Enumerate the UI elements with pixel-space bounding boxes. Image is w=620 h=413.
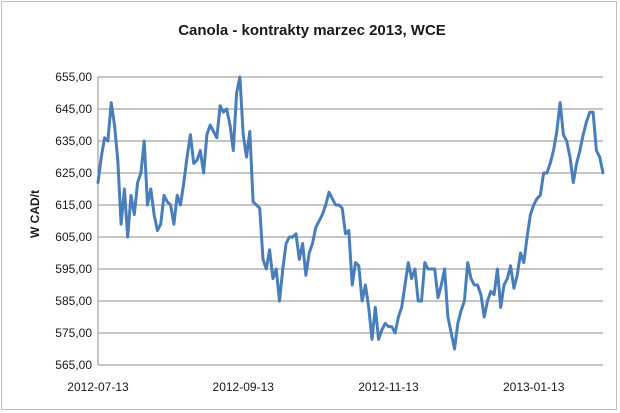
- series-layer: [96, 75, 605, 351]
- y-tick-label: 655,00: [55, 70, 92, 84]
- y-tick-label: 565,00: [55, 358, 92, 372]
- y-tick-label: 595,00: [55, 262, 92, 276]
- chart-title: Canola - kontrakty marzec 2013, WCE: [178, 22, 446, 39]
- x-tick-labels: 2012-07-13 2012-09-13 2012-11-13 2013-01-13: [67, 380, 564, 394]
- y-tick-label: 585,00: [55, 294, 92, 308]
- y-tick-label: 605,00: [55, 230, 92, 244]
- x-tick-label: 2012-11-13: [358, 380, 419, 394]
- y-tick-labels: 565,00 575,00 585,00 595,00 605,00 615,00 625,…: [55, 70, 92, 372]
- x-tick-label: 2012-09-13: [213, 380, 275, 394]
- y-tick-label: 645,00: [55, 102, 92, 116]
- y-tick-label: 575,00: [55, 326, 92, 340]
- series-line: [96, 75, 605, 351]
- y-tick-label: 625,00: [55, 166, 92, 180]
- y-tick-label: 635,00: [55, 134, 92, 148]
- y-tick-label: 615,00: [55, 198, 92, 212]
- y-axis-label: W CAD/t: [28, 190, 42, 238]
- x-tick-label: 2012-07-13: [67, 380, 129, 394]
- x-tick-label: 2013-01-13: [503, 380, 565, 394]
